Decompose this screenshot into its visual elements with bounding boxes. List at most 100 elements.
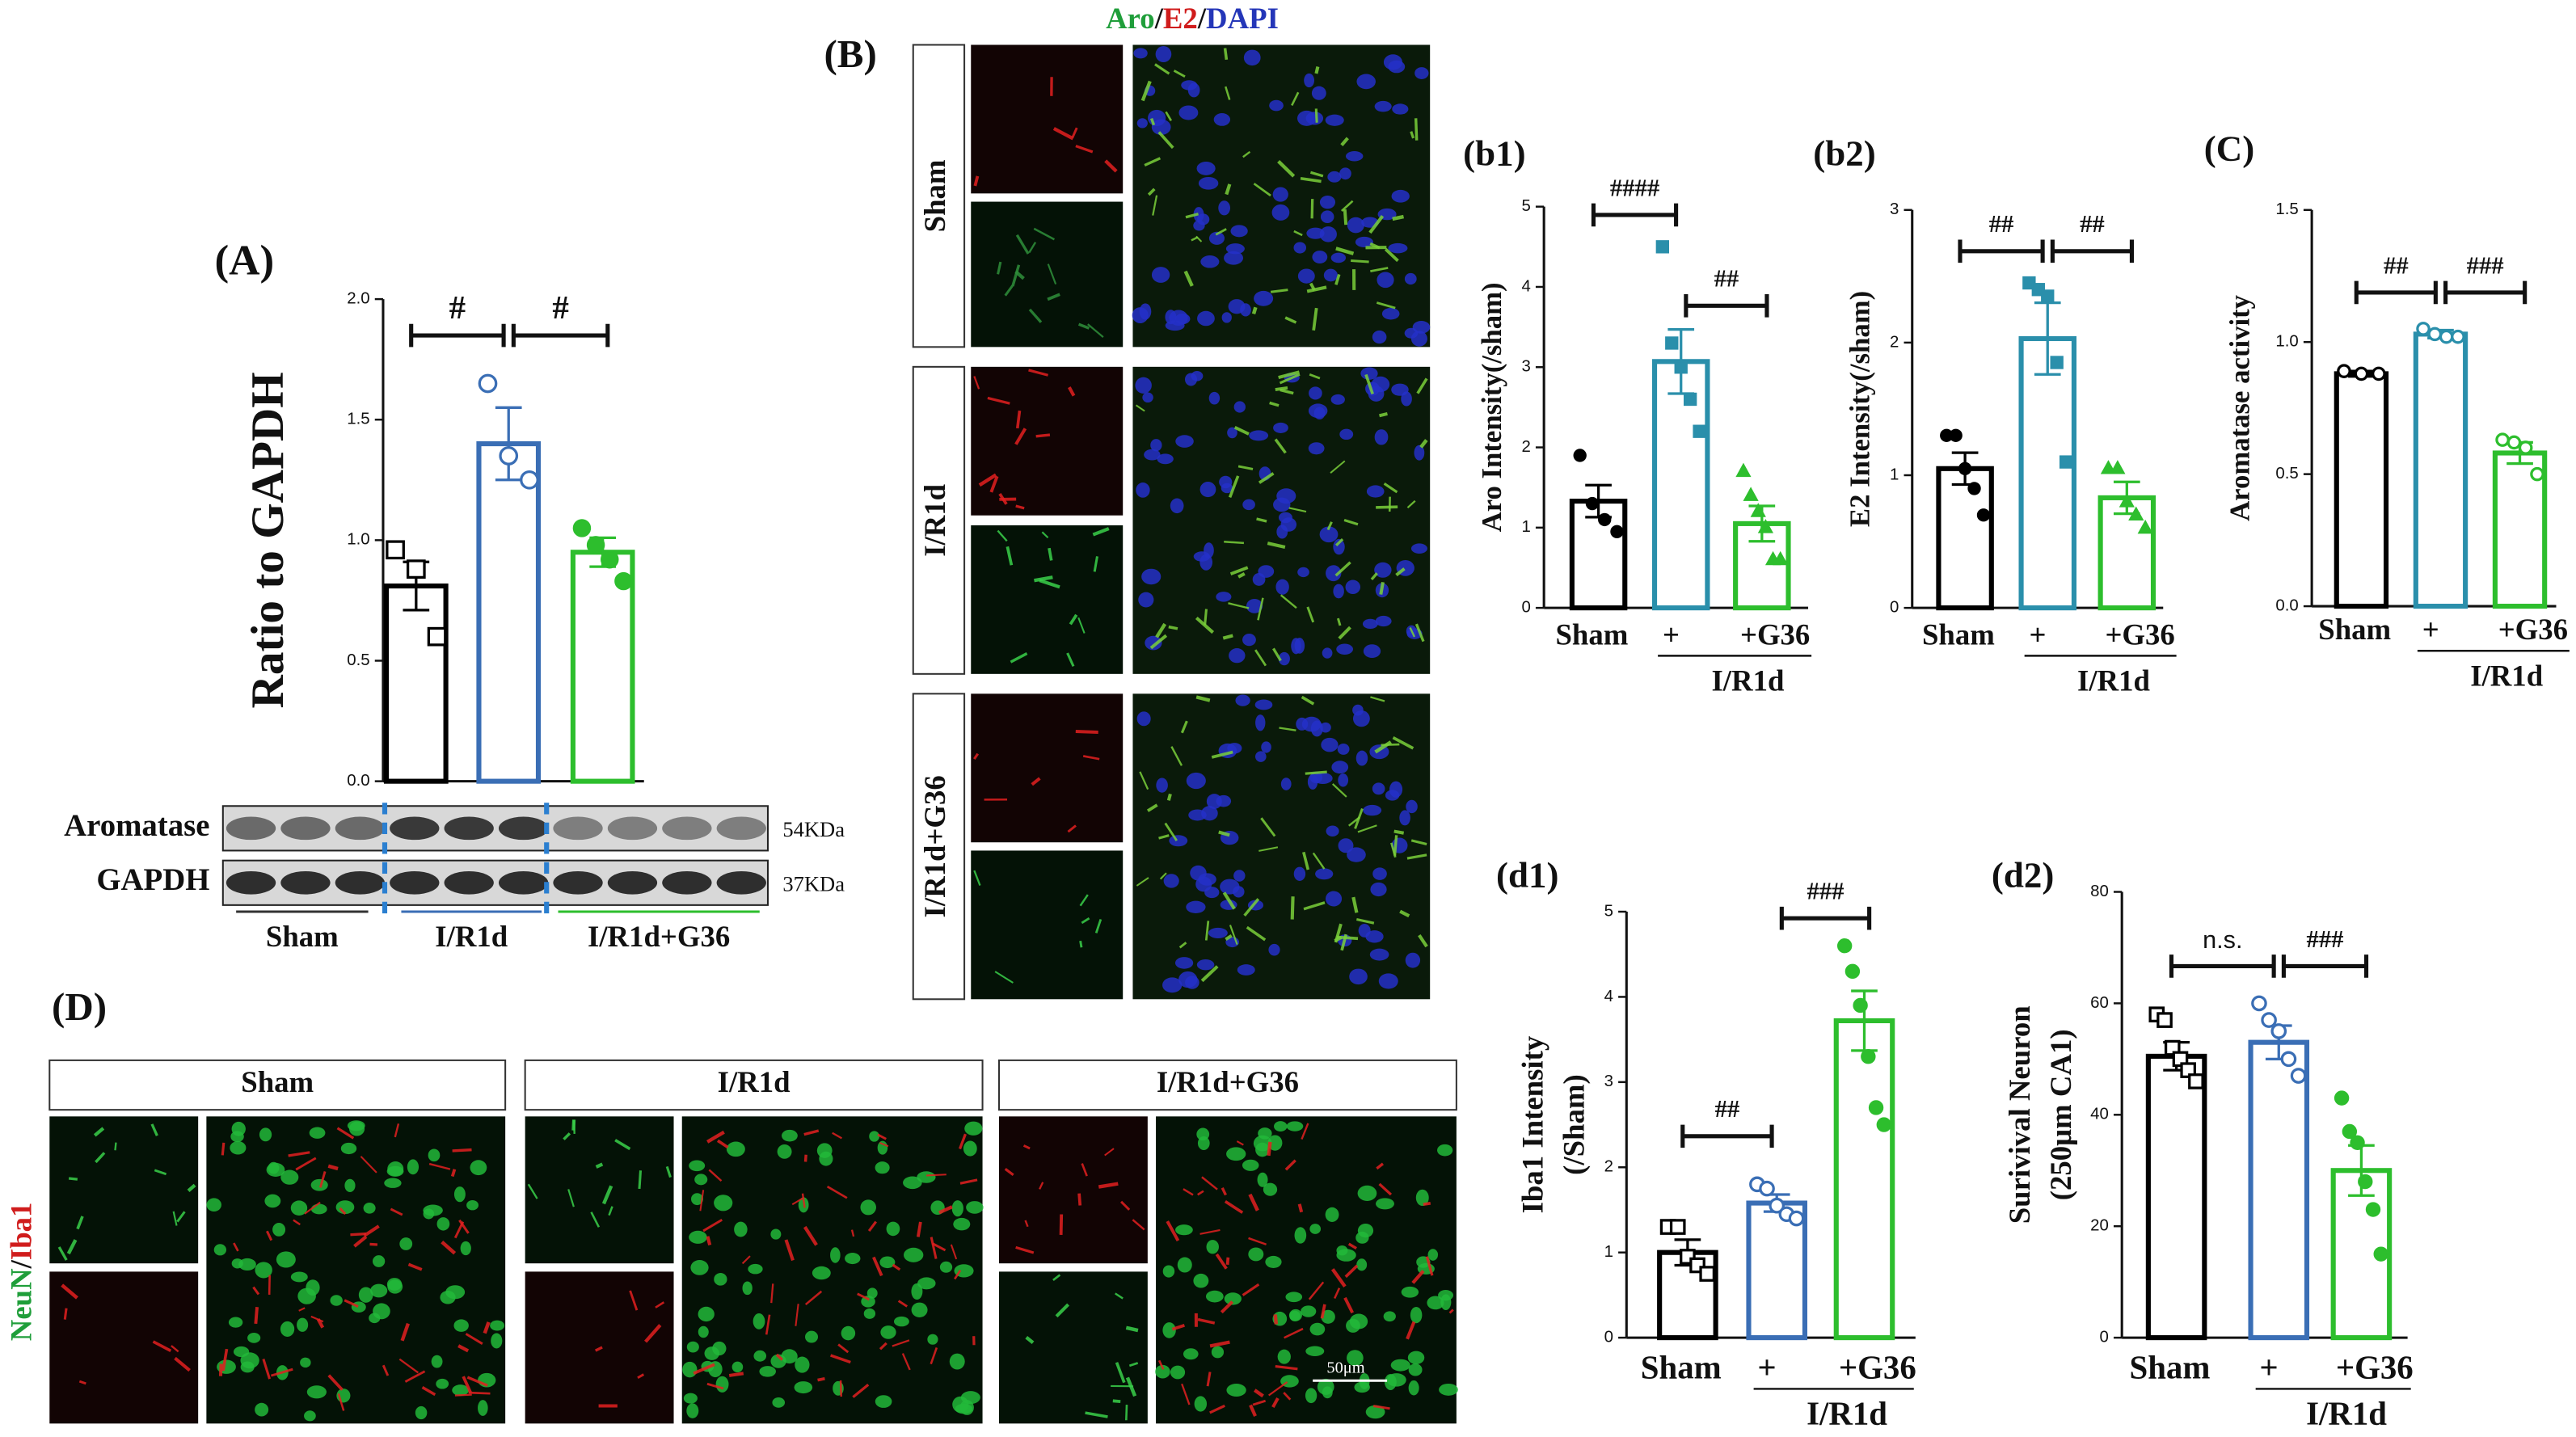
data-point xyxy=(2261,1012,2277,1028)
nucleus xyxy=(1233,886,1245,898)
data-point xyxy=(2358,1174,2373,1190)
nucleus xyxy=(1326,565,1342,582)
row-label-box xyxy=(912,365,966,675)
cell-process xyxy=(457,1344,470,1353)
cell-process xyxy=(390,1207,403,1216)
nucleus xyxy=(297,1317,309,1332)
nucleus xyxy=(939,1261,953,1273)
nucleus xyxy=(715,1376,729,1393)
cell-process xyxy=(1448,1308,1454,1314)
x-tick-label: Sham xyxy=(2129,1349,2210,1385)
cell-process xyxy=(572,1119,575,1134)
nucleus xyxy=(399,1237,413,1250)
nucleus xyxy=(748,1263,763,1275)
nucleus xyxy=(866,1287,878,1299)
nucleus xyxy=(1181,80,1198,91)
cell-process xyxy=(337,1393,345,1411)
cell-process xyxy=(339,1207,347,1216)
nucleus xyxy=(1186,772,1206,790)
cell-process xyxy=(959,1178,978,1185)
nucleus xyxy=(1254,290,1274,306)
cell-process xyxy=(826,1185,848,1199)
cell-process xyxy=(270,1367,293,1377)
cell-process xyxy=(1406,853,1427,860)
nucleus xyxy=(694,1174,708,1186)
blot-band xyxy=(280,870,331,895)
x-tick-label: + xyxy=(1663,617,1680,651)
cell-process xyxy=(1344,1264,1359,1279)
cell-process xyxy=(1077,617,1086,634)
cell-process xyxy=(1312,307,1318,331)
nucleus xyxy=(951,1200,963,1217)
cell-process xyxy=(174,1356,191,1372)
nucleus xyxy=(1408,1380,1419,1396)
data-point xyxy=(2439,329,2454,344)
cell-process xyxy=(1228,475,1240,499)
cell-process xyxy=(1376,301,1396,310)
blot-band xyxy=(553,816,603,841)
nucleus xyxy=(1375,615,1392,627)
nucleus xyxy=(1390,1359,1410,1372)
cell-process xyxy=(1273,1314,1279,1325)
cell-process xyxy=(1224,1199,1244,1214)
nucleus xyxy=(686,1403,699,1418)
nucleus xyxy=(1308,442,1325,455)
cell-process xyxy=(1224,541,1245,545)
cell-process xyxy=(462,1376,472,1393)
nucleus xyxy=(306,1385,327,1399)
nucleus xyxy=(1357,1224,1374,1238)
nucleus xyxy=(1273,422,1288,433)
cell-process xyxy=(327,1374,344,1391)
data-point xyxy=(1750,503,1766,517)
cell-process xyxy=(1251,306,1258,314)
cell-process xyxy=(1293,230,1303,237)
stain-name: / xyxy=(1154,2,1164,35)
cell-process xyxy=(655,1301,665,1308)
cell-process xyxy=(857,1292,870,1301)
y-tick-label: 0 xyxy=(2099,1328,2108,1346)
data-point xyxy=(2451,329,2465,344)
cell-process xyxy=(150,1123,158,1136)
cell-process xyxy=(1015,234,1030,255)
cell-process xyxy=(1277,160,1296,178)
nucleus xyxy=(1297,268,1315,284)
cell-process xyxy=(1395,567,1406,577)
nucleus xyxy=(1162,1322,1176,1338)
nucleus xyxy=(1178,971,1198,988)
nucleus xyxy=(1372,330,1387,344)
data-point xyxy=(2119,493,2135,508)
cell-process xyxy=(1347,816,1360,827)
stain-name: E2 xyxy=(1163,2,1198,35)
cell-process xyxy=(454,1393,472,1397)
nucleus xyxy=(770,1354,786,1368)
nucleus xyxy=(358,1287,373,1303)
cell-process xyxy=(1222,634,1233,640)
cell-process xyxy=(1069,613,1078,626)
cell-process xyxy=(795,1304,799,1326)
cell-process xyxy=(1191,236,1199,242)
nucleus xyxy=(453,1186,466,1203)
data-point xyxy=(2270,1023,2287,1039)
cell-process xyxy=(1258,472,1275,484)
cell-process xyxy=(1052,127,1074,141)
cell-process xyxy=(1306,606,1315,623)
cell-process xyxy=(421,1386,436,1397)
data-point xyxy=(1976,508,1991,522)
nucleus xyxy=(869,1131,880,1142)
cell-process xyxy=(1215,1253,1228,1270)
y-tick-label: 1 xyxy=(1521,518,1530,536)
data-point xyxy=(2110,460,2126,474)
cell-process xyxy=(1204,609,1208,626)
micrograph xyxy=(971,201,1124,348)
nucleus xyxy=(428,1148,441,1162)
nucleus xyxy=(1278,651,1290,666)
nucleus xyxy=(460,1241,471,1256)
nucleus xyxy=(1366,485,1385,498)
data-point xyxy=(2128,506,2144,520)
data-point xyxy=(2372,366,2386,381)
cell-process xyxy=(1066,652,1075,668)
cell-process xyxy=(1028,369,1048,377)
cell-process xyxy=(1075,730,1098,734)
cell-process xyxy=(765,1314,771,1335)
nucleus xyxy=(1286,1121,1304,1131)
